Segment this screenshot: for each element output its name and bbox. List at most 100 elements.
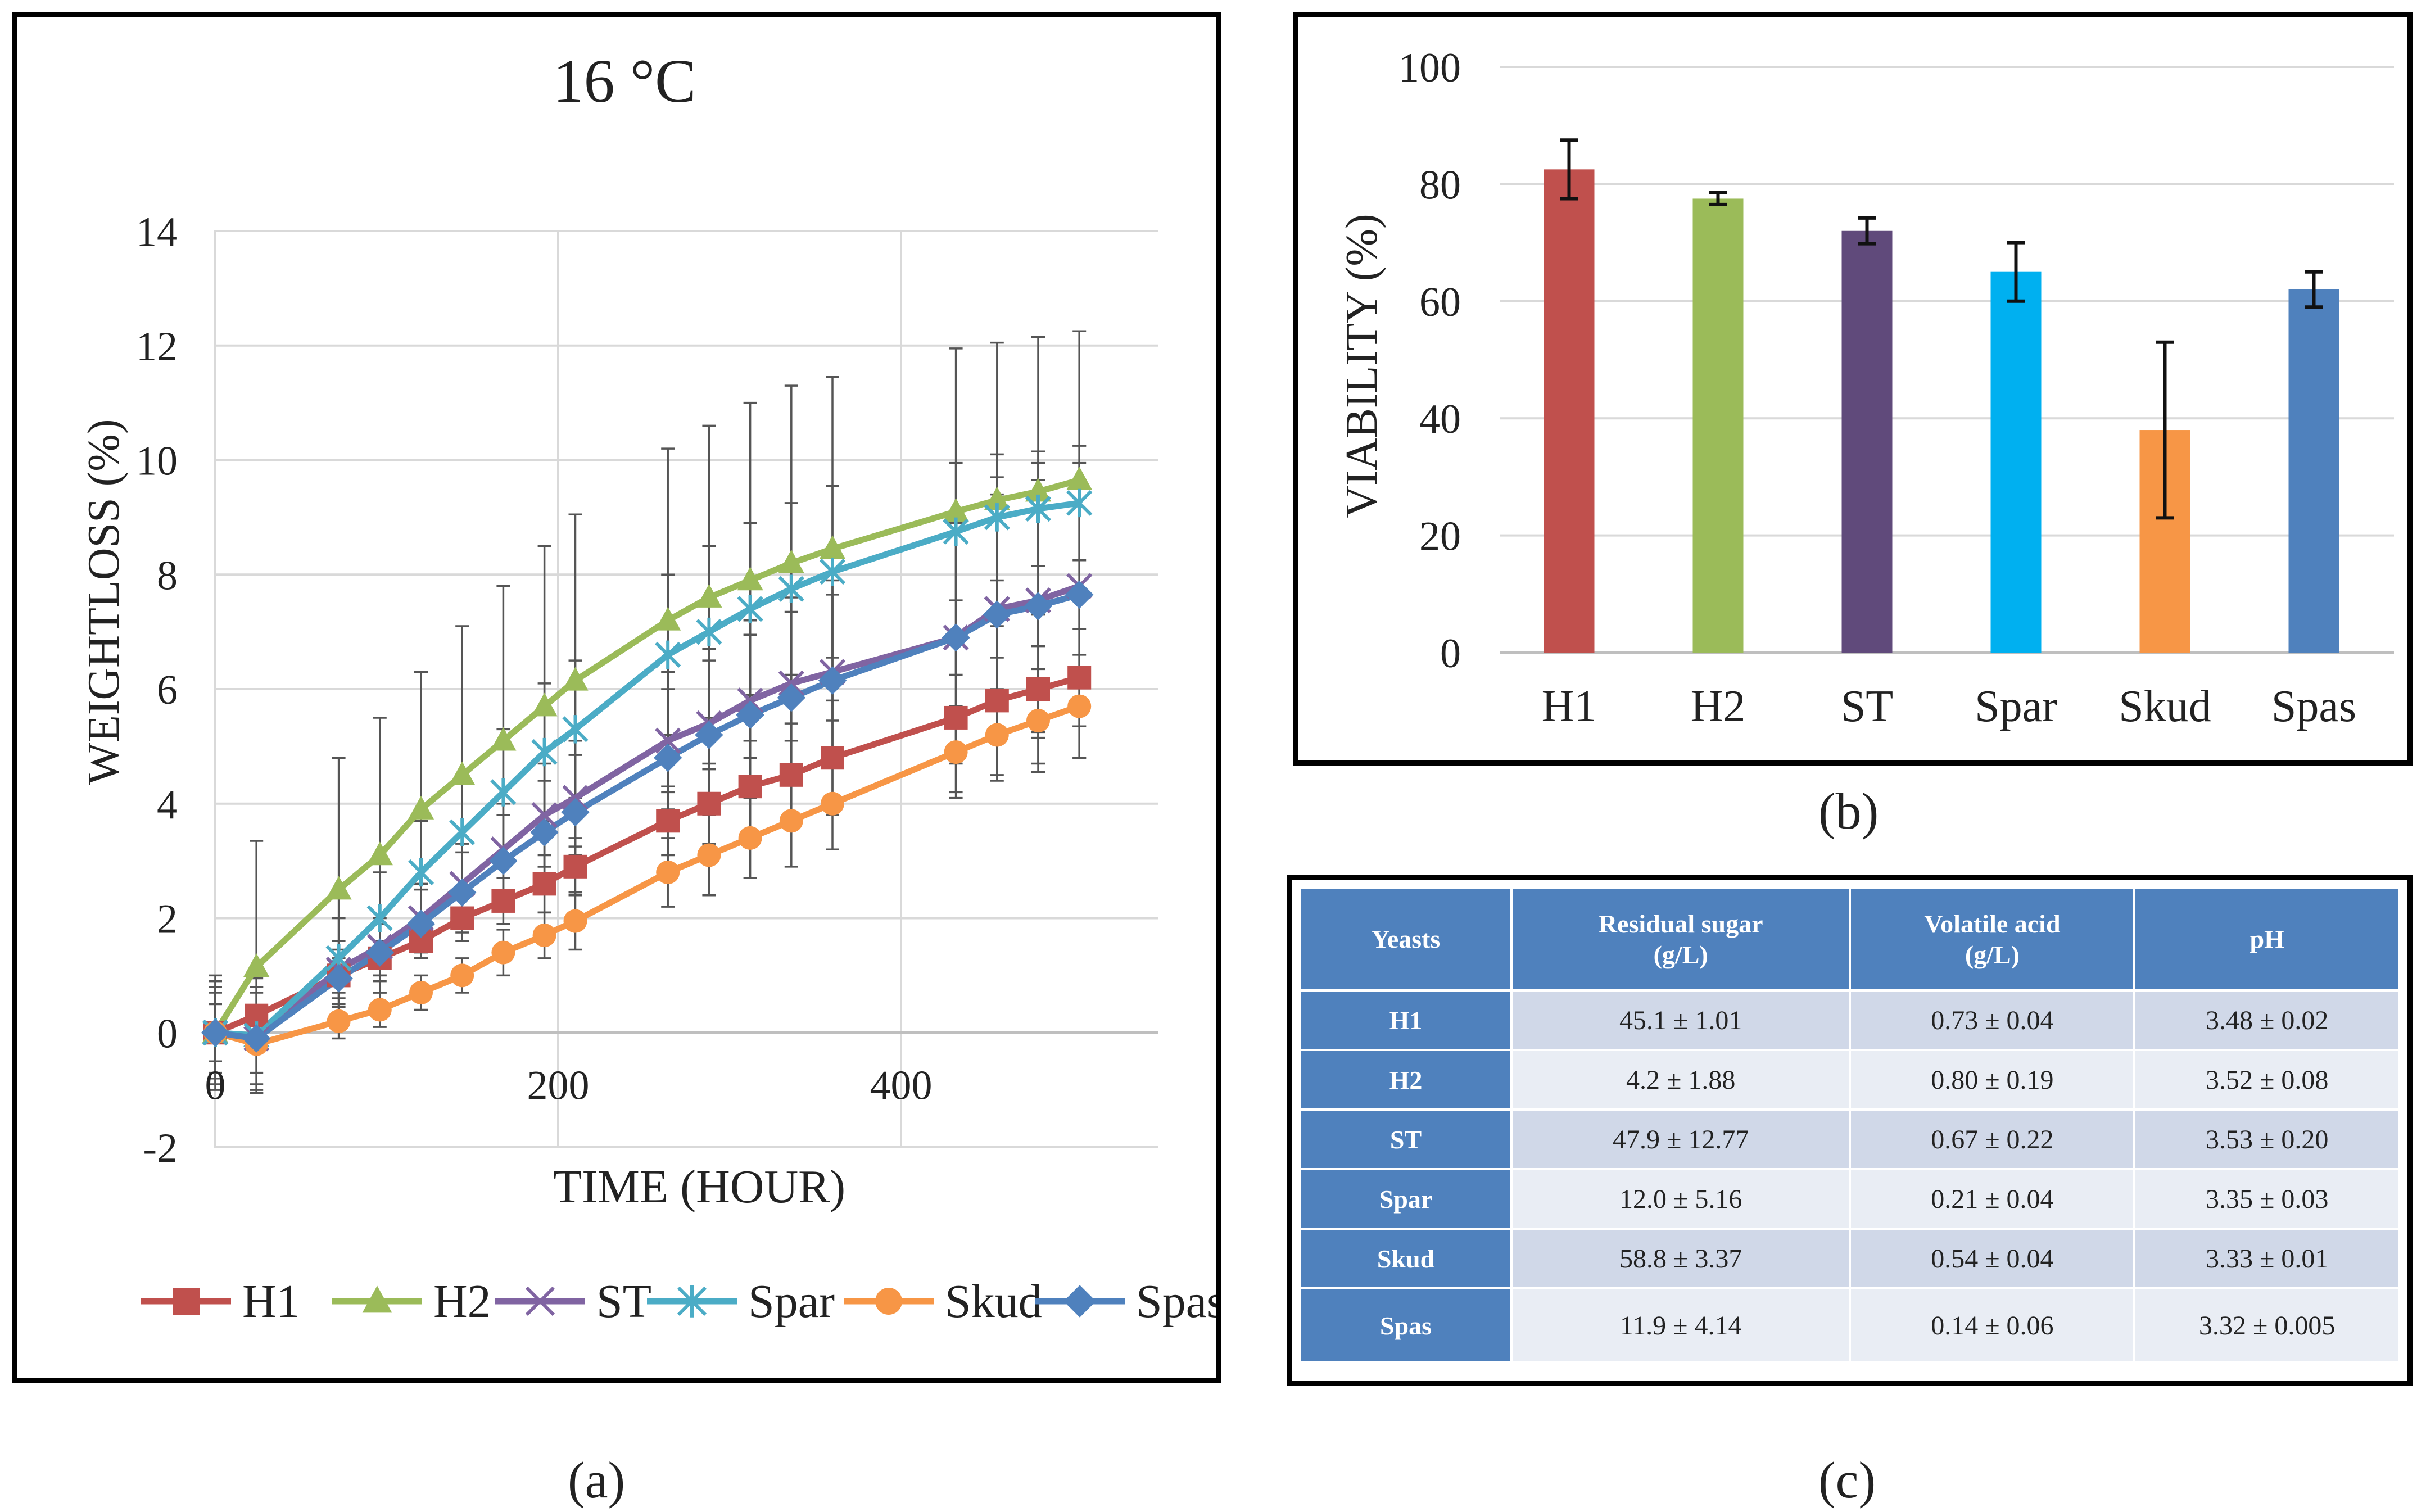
point-h2: [1066, 467, 1093, 491]
point-skud: [985, 723, 1009, 747]
point-h2: [696, 583, 722, 608]
table-row: Spar 12.0 ± 5.16 0.21 ± 0.04 3.35 ± 0.03: [1301, 1170, 2398, 1228]
cell-residual-sugar: 4.2 ± 1.88: [1513, 1051, 1849, 1108]
point-spas: [777, 683, 805, 712]
point-spar: [366, 904, 393, 932]
row-yeast-name: Spar: [1301, 1170, 1510, 1228]
point-h1: [985, 689, 1009, 713]
row-yeast-name: ST: [1301, 1111, 1510, 1168]
legend-label-st: ST: [596, 1275, 651, 1328]
point-spas: [561, 798, 590, 827]
legend-marker-spas: [1063, 1285, 1096, 1318]
point-skud: [697, 843, 721, 867]
point-spar: [778, 574, 804, 603]
point-spar: [408, 858, 434, 887]
point-spas: [324, 964, 353, 993]
error-bar-spas: [2305, 270, 2323, 309]
y-tick-label: 12: [136, 324, 178, 370]
point-h1: [821, 746, 844, 770]
point-spas: [695, 721, 723, 749]
properties-table: Yeasts Residual sugar (g/L) Volatile aci…: [1299, 887, 2401, 1364]
table-row: H1 45.1 ± 1.01 0.73 ± 0.04 3.48 ± 0.02: [1301, 992, 2398, 1049]
row-yeast-name: H1: [1301, 992, 1510, 1049]
point-spar: [490, 778, 517, 807]
point-spar: [819, 557, 846, 586]
point-skud: [944, 740, 968, 764]
chart-a-xlabel: TIME (HOUR): [553, 1161, 845, 1213]
y-tick-label: 80: [1419, 162, 1461, 208]
cell-ph: 3.53 ± 0.20: [2135, 1111, 2398, 1168]
point-h2: [490, 727, 517, 751]
point-spas: [406, 909, 436, 938]
point-st: [531, 802, 558, 829]
point-h1: [944, 705, 968, 730]
x-tick-label: 200: [527, 1062, 590, 1108]
point-spar: [1066, 488, 1093, 518]
bar-h1: [1544, 169, 1595, 653]
x-tick-label: 0: [205, 1062, 226, 1108]
point-spar: [531, 737, 558, 767]
x-tick-label: 400: [870, 1062, 933, 1108]
x-tick-label-st: ST: [1841, 682, 1893, 731]
cell-volatile-acid: 0.21 ± 0.04: [1851, 1170, 2134, 1228]
point-spar: [943, 517, 969, 546]
point-h2: [737, 567, 763, 591]
point-h1: [450, 906, 474, 930]
point-spas: [448, 878, 477, 907]
bar-h2: [1692, 198, 1744, 653]
bar-spas: [2288, 289, 2339, 653]
point-spas: [1024, 592, 1053, 621]
legend-label-spar: Spar: [748, 1275, 835, 1328]
point-skud: [821, 791, 844, 816]
point-skud: [368, 998, 392, 1022]
legend-label-spas: Spas: [1136, 1275, 1216, 1328]
point-h1: [563, 854, 587, 879]
point-spas: [365, 938, 394, 967]
point-h2: [531, 692, 558, 717]
point-spas: [1065, 580, 1094, 609]
row-yeast-name: Skud: [1301, 1230, 1510, 1287]
point-skud: [450, 963, 474, 988]
table-row: Spas 11.9 ± 4.14 0.14 ± 0.06 3.32 ± 0.00…: [1301, 1289, 2398, 1361]
point-h2: [984, 486, 1010, 510]
point-spar: [737, 595, 763, 623]
panel-c-label: (c): [1818, 1451, 1876, 1509]
y-tick-label: 8: [157, 553, 178, 599]
y-tick-label: 20: [1419, 514, 1461, 560]
point-spas: [942, 623, 970, 652]
x-tick-label-spas: Spas: [2271, 682, 2356, 731]
chart-a-ylabel: WEIGHTLOSS (%): [79, 419, 129, 785]
point-skud: [738, 826, 762, 850]
legend-label-skud: Skud: [945, 1275, 1042, 1328]
point-h2: [366, 841, 393, 866]
y-tick-label: 10: [136, 438, 178, 485]
error-bar-h2: [1709, 191, 1727, 206]
point-spar: [696, 617, 722, 646]
legend-marker-h2: [362, 1285, 392, 1313]
point-skud: [532, 924, 556, 948]
y-tick-label: 100: [1398, 45, 1461, 91]
point-spar: [1025, 494, 1052, 523]
y-tick-label: 0: [1440, 631, 1461, 677]
point-h2: [325, 876, 352, 900]
point-spar: [562, 715, 589, 744]
point-spas: [201, 1018, 230, 1047]
row-yeast-name: Spas: [1301, 1289, 1510, 1361]
point-st: [737, 687, 763, 714]
panel-a-label: (a): [568, 1451, 626, 1509]
point-spas: [489, 846, 518, 875]
point-spas: [530, 818, 559, 846]
point-spas: [654, 744, 682, 772]
chart-b-ylabel: VIABILITY (%): [1337, 214, 1387, 518]
point-h1: [697, 791, 721, 816]
cell-residual-sugar: 11.9 ± 4.14: [1513, 1289, 1849, 1361]
point-h2: [243, 953, 270, 977]
point-st: [655, 727, 681, 754]
point-h2: [778, 549, 804, 573]
legend-marker-h1: [173, 1288, 200, 1315]
point-h2: [819, 535, 846, 559]
point-st: [778, 670, 804, 696]
point-skud: [409, 980, 433, 1004]
error-bar-spar: [2007, 241, 2025, 303]
point-skud: [491, 940, 515, 965]
